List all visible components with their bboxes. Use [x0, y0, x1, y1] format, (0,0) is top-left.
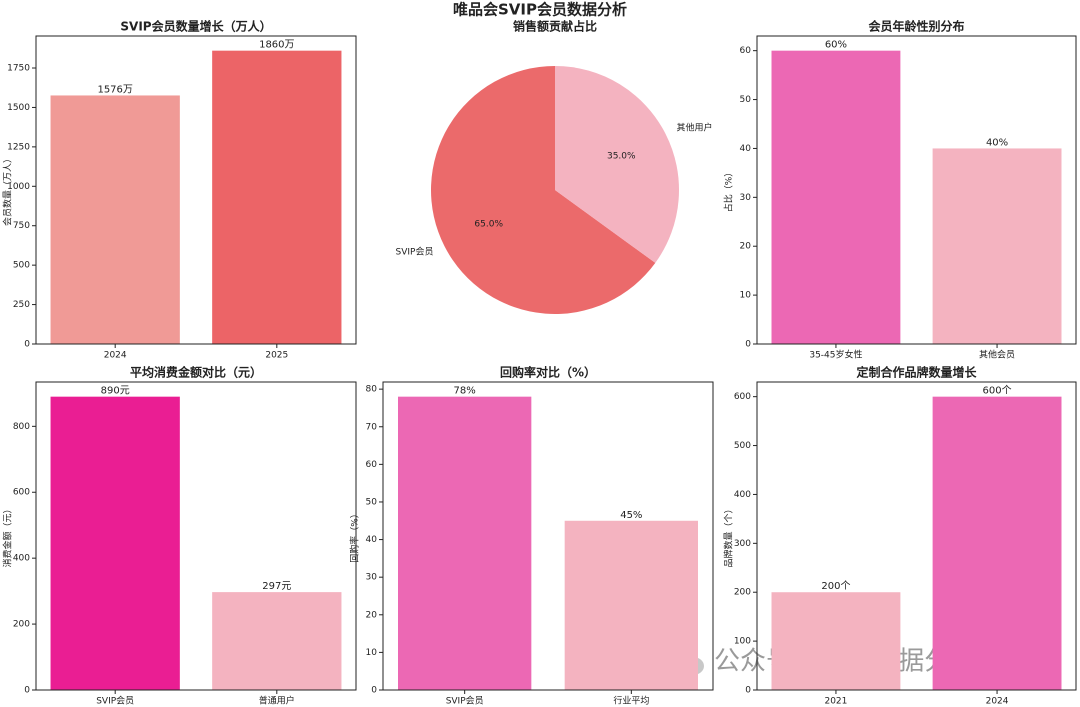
pct-label: 35.0%	[607, 152, 636, 162]
x-tick-label: 2024	[104, 351, 127, 361]
axes-frame	[756, 35, 1077, 345]
y-tick-label: 400	[734, 490, 751, 500]
value-label: 78%	[454, 386, 476, 397]
value-label: 297元	[262, 581, 291, 592]
y-tick-label: 250	[13, 300, 30, 310]
y-tick-label: 600	[734, 392, 751, 402]
y-tick-label: 0	[24, 686, 30, 696]
y-tick-label: 50	[366, 497, 378, 507]
y-tick-label: 800	[13, 422, 30, 432]
y-tick-label: 60	[740, 46, 752, 56]
value-label: 890元	[101, 386, 130, 397]
y-axis-label: 会员数量（万人）	[2, 154, 14, 226]
y-tick-label: 70	[366, 422, 378, 432]
x-tick-label: 2021	[824, 697, 847, 707]
value-label: 40%	[986, 137, 1008, 148]
bar	[50, 95, 180, 344]
y-tick-label: 30	[740, 193, 752, 203]
bar	[212, 50, 342, 345]
y-tick-label: 20	[740, 242, 752, 252]
bar	[932, 396, 1062, 690]
y-tick-label: 600	[13, 488, 30, 498]
axes-frame	[35, 381, 357, 691]
chart-title: 定制合作品牌数量增长	[856, 365, 977, 380]
y-tick-label: 1500	[7, 103, 30, 113]
y-tick-label: 200	[734, 588, 751, 598]
y-tick-label: 500	[734, 441, 751, 451]
x-tick-label: 35-45岁女性	[809, 349, 862, 361]
y-tick-label: 0	[24, 340, 30, 350]
x-tick-label: 普通用户	[259, 695, 295, 707]
slice-label: SVIP会员	[396, 245, 434, 257]
y-tick-label: 500	[13, 261, 30, 271]
y-tick-label: 10	[740, 291, 752, 301]
x-tick-label: SVIP会员	[446, 695, 484, 707]
y-tick-label: 30	[366, 573, 378, 583]
y-tick-label: 80	[366, 385, 378, 395]
bar	[771, 592, 901, 690]
y-tick-label: 400	[13, 554, 30, 564]
bar	[398, 396, 532, 690]
x-tick-label: 行业平均	[613, 695, 649, 707]
y-tick-label: 0	[745, 686, 751, 696]
page-title: 唯品会SVIP会员数据分析	[453, 1, 627, 19]
x-tick-label: 其他会员	[979, 349, 1015, 361]
y-tick-label: 10	[366, 648, 378, 658]
value-label: 45%	[620, 510, 642, 521]
value-label: 60%	[825, 40, 847, 51]
pie-slice	[555, 66, 679, 263]
value-label: 1860万	[259, 40, 294, 51]
axes-frame	[756, 381, 1077, 691]
x-tick-label: 2025	[265, 351, 288, 361]
chart-title: 平均消费金额对比（元）	[130, 365, 262, 380]
y-tick-label: 100	[734, 637, 751, 647]
bar	[771, 50, 901, 345]
y-tick-label: 750	[13, 221, 30, 231]
pct-label: 65.0%	[474, 219, 503, 229]
y-tick-label: 1250	[7, 142, 30, 152]
y-axis-label: 占比（%）	[723, 168, 735, 213]
value-label: 1576万	[97, 84, 132, 95]
chart-title: 销售额贡献占比	[513, 19, 597, 34]
y-tick-label: 1000	[7, 182, 30, 192]
y-tick-label: 300	[734, 539, 751, 549]
y-tick-label: 1750	[7, 64, 30, 74]
y-tick-label: 60	[366, 460, 378, 470]
y-axis-label: 品牌数量（个）	[723, 504, 735, 567]
y-tick-label: 0	[745, 340, 751, 350]
x-tick-label: 2024	[986, 697, 1009, 707]
y-tick-label: 40	[366, 535, 378, 545]
value-label: 600个	[983, 385, 1012, 397]
value-label: 200个	[821, 580, 850, 592]
pie-slice	[431, 66, 656, 315]
bar	[564, 520, 698, 690]
y-tick-label: 0	[371, 686, 377, 696]
bar	[212, 592, 342, 690]
x-tick-label: SVIP会员	[96, 695, 134, 707]
y-axis-label: 回购率（%）	[349, 509, 361, 563]
y-tick-label: 50	[740, 95, 752, 105]
bar	[50, 396, 180, 690]
bar	[932, 148, 1062, 344]
y-axis-label: 消费金额（元）	[2, 504, 14, 567]
axes-frame	[382, 381, 714, 691]
y-tick-label: 200	[13, 620, 30, 630]
axes-frame	[35, 35, 357, 345]
chart-title: SVIP会员数量增长（万人）	[120, 19, 271, 34]
slice-label: 其他用户	[677, 122, 713, 134]
y-tick-label: 20	[366, 610, 378, 620]
chart-title: 会员年龄性别分布	[868, 19, 964, 34]
chart-title: 回购率对比（%）	[500, 365, 596, 380]
y-tick-label: 40	[740, 144, 752, 154]
